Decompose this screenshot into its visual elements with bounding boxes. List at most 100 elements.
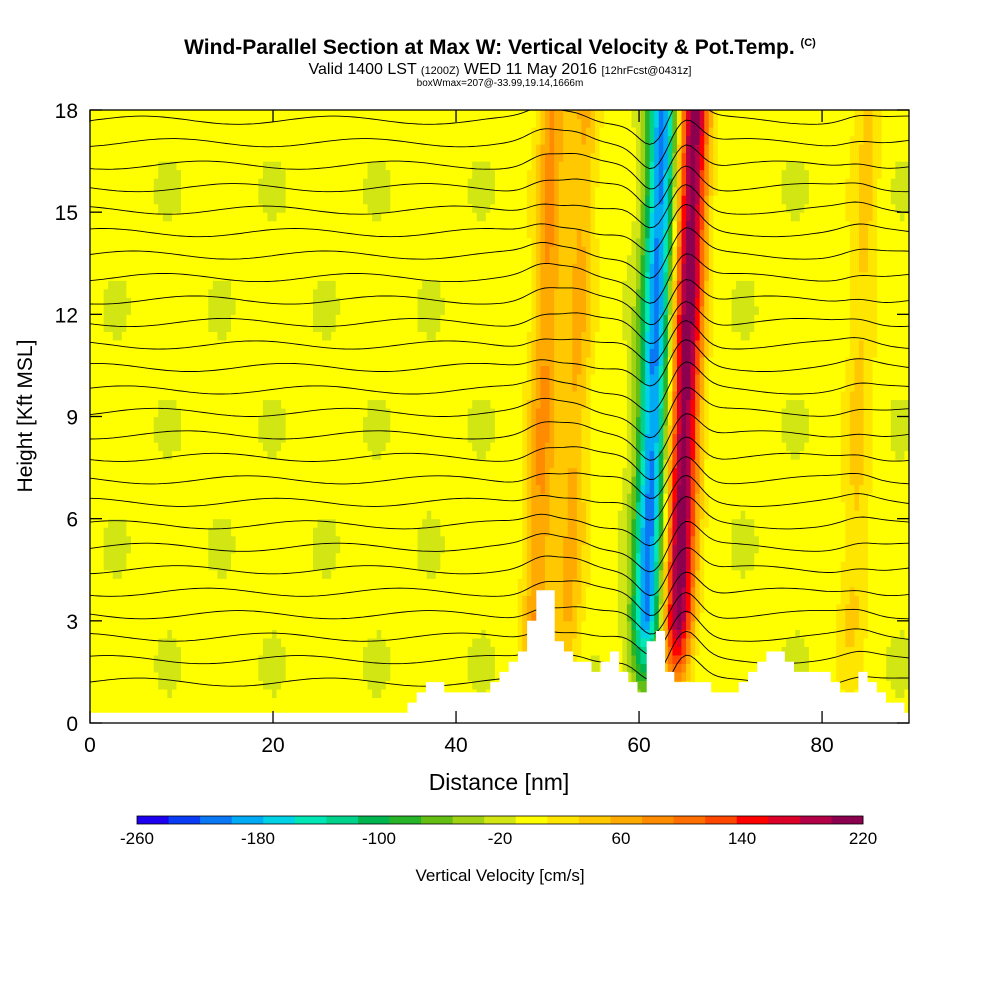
w-cell <box>194 578 200 588</box>
w-cell <box>221 552 228 562</box>
w-cell <box>149 569 155 579</box>
w-cell <box>162 161 168 171</box>
w-cell <box>112 646 118 656</box>
w-cell <box>99 399 105 409</box>
w-cell <box>249 578 255 588</box>
w-cell <box>181 254 187 264</box>
w-cell <box>108 561 114 571</box>
w-cell <box>249 229 255 239</box>
w-cell <box>390 152 396 162</box>
w-cell <box>399 220 405 230</box>
w-cell <box>249 603 255 613</box>
w-cell <box>244 373 250 384</box>
w-cell <box>103 246 109 256</box>
w-cell <box>367 612 373 622</box>
w-cell <box>312 578 319 588</box>
w-cell <box>221 314 228 324</box>
w-cell <box>190 263 196 273</box>
w-cell <box>190 425 196 435</box>
w-cell <box>212 161 218 171</box>
w-cell <box>112 518 118 528</box>
w-cell <box>126 135 132 145</box>
w-cell <box>112 561 118 571</box>
w-cell <box>376 186 382 196</box>
w-cell <box>340 646 346 656</box>
w-cell <box>335 484 341 494</box>
w-cell <box>249 561 255 571</box>
w-cell <box>358 331 364 341</box>
w-cell <box>167 263 173 273</box>
w-cell <box>167 288 173 298</box>
w-cell <box>108 442 114 452</box>
w-cell <box>176 629 182 639</box>
w-cell <box>276 501 282 511</box>
w-cell <box>322 603 328 613</box>
w-cell <box>181 407 187 418</box>
w-cell <box>262 425 269 435</box>
w-cell <box>303 493 309 503</box>
w-cell <box>190 493 196 503</box>
w-cell <box>322 476 328 486</box>
w-cell <box>94 373 100 384</box>
w-cell <box>194 425 200 435</box>
w-cell <box>376 603 382 613</box>
w-cell <box>153 152 159 162</box>
w-cell <box>276 365 282 375</box>
w-cell <box>290 135 296 145</box>
w-cell <box>317 263 323 273</box>
w-cell <box>226 365 232 375</box>
w-cell <box>258 322 264 332</box>
w-cell <box>267 552 273 562</box>
w-cell <box>372 510 378 520</box>
w-cell <box>308 476 314 486</box>
w-cell <box>249 612 255 622</box>
w-cell <box>312 322 319 332</box>
w-cell <box>221 161 228 171</box>
w-cell <box>258 603 264 613</box>
w-cell <box>303 459 309 469</box>
w-cell <box>90 399 96 409</box>
w-cell <box>290 373 296 384</box>
w-cell <box>149 688 155 699</box>
w-cell <box>208 671 214 682</box>
w-cell <box>240 220 246 230</box>
w-cell <box>149 433 155 443</box>
w-cell <box>185 220 191 230</box>
w-cell <box>244 433 250 443</box>
w-cell <box>103 535 109 545</box>
w-cell <box>249 127 255 137</box>
w-cell <box>340 144 346 154</box>
w-cell <box>267 629 273 639</box>
w-cell <box>308 127 314 137</box>
w-cell <box>144 246 150 256</box>
w-cell <box>253 518 259 528</box>
w-cell <box>249 212 255 222</box>
w-cell <box>231 493 237 503</box>
w-cell <box>272 195 278 205</box>
w-cell <box>335 271 341 281</box>
w-cell <box>317 518 323 528</box>
w-cell <box>167 578 173 588</box>
w-cell <box>212 229 218 239</box>
w-cell <box>171 169 178 179</box>
w-cell <box>135 314 141 324</box>
w-cell <box>340 450 346 460</box>
w-cell <box>103 705 109 716</box>
w-cell <box>385 476 391 486</box>
w-cell <box>171 476 178 486</box>
w-cell <box>108 178 114 188</box>
w-cell <box>322 356 328 367</box>
w-cell <box>121 527 127 537</box>
w-cell <box>258 586 264 596</box>
w-cell <box>140 450 146 460</box>
w-cell <box>212 254 218 264</box>
w-cell <box>281 620 287 630</box>
w-cell <box>126 348 132 358</box>
w-cell <box>308 425 314 435</box>
w-cell <box>258 305 264 315</box>
w-cell <box>144 671 150 682</box>
w-cell <box>335 373 341 384</box>
w-cell <box>190 646 196 656</box>
w-cell <box>140 459 146 469</box>
w-cell <box>390 161 396 171</box>
